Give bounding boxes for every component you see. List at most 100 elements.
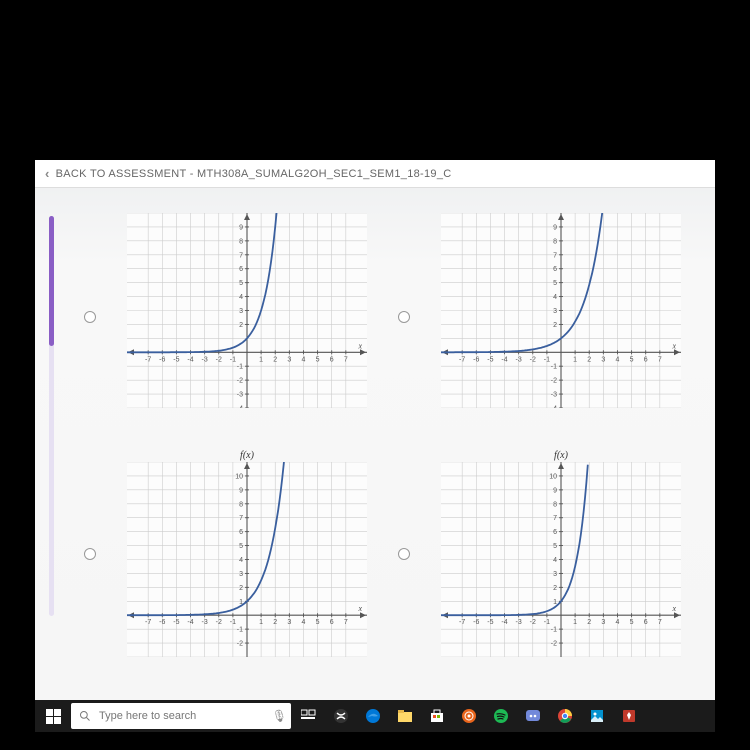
chrome-icon[interactable] xyxy=(551,702,579,730)
y-axis-label: f(x) xyxy=(240,450,254,461)
svg-text:1: 1 xyxy=(573,356,577,363)
graph-panel: -7-6-5-4-3-2-11234567-2-112345678910x xyxy=(127,462,367,657)
svg-text:-5: -5 xyxy=(173,619,179,626)
graph-svg: -7-6-5-4-3-2-11234567-4-3-2-123456789x xyxy=(441,213,681,408)
svg-text:-3: -3 xyxy=(202,356,208,363)
svg-text:-3: -3 xyxy=(516,356,522,363)
svg-text:7: 7 xyxy=(344,356,348,363)
answer-options-grid: -7 -6 -5 -4 -3 -2 -1 1 2 3 4 5 6 7 -4 -3 -2 -1 2 3 4 5 6 7 8 9 x -… xyxy=(35,213,715,657)
svg-text:-7: -7 xyxy=(459,356,465,363)
svg-text:2: 2 xyxy=(553,585,557,592)
svg-text:1: 1 xyxy=(259,619,263,626)
svg-text:-4: -4 xyxy=(187,356,193,363)
svg-text:2: 2 xyxy=(273,619,277,626)
photos-icon[interactable] xyxy=(583,702,611,730)
spotify-icon[interactable] xyxy=(487,702,515,730)
svg-text:-1: -1 xyxy=(230,619,236,626)
radio-option-a[interactable] xyxy=(84,311,96,323)
app-window: ‹ BACK TO ASSESSMENT - MTH308A_SUMALG2OH… xyxy=(35,160,715,700)
svg-text:-1: -1 xyxy=(551,364,557,371)
svg-text:x: x xyxy=(357,604,362,613)
svg-text:4: 4 xyxy=(239,557,243,564)
svg-text:5: 5 xyxy=(316,619,320,626)
svg-text:-4: -4 xyxy=(501,619,507,626)
svg-text:6: 6 xyxy=(330,619,334,626)
svg-text:3: 3 xyxy=(601,356,605,363)
svg-text:6: 6 xyxy=(239,266,243,273)
svg-text:-1: -1 xyxy=(237,364,243,371)
progress-fill xyxy=(49,216,54,346)
svg-text:-5: -5 xyxy=(487,619,493,626)
option-b-graph: -7-6-5-4-3-2-11234567-4-3-2-123456789x xyxy=(427,213,695,420)
svg-text:2: 2 xyxy=(239,585,243,592)
xbox-icon[interactable] xyxy=(327,702,355,730)
graph-panel: -7-6-5-4-3-2-11234567-4-3-2-123456789x xyxy=(127,213,367,408)
svg-text:5: 5 xyxy=(553,543,557,550)
svg-text:10: 10 xyxy=(235,473,243,480)
graph-svg: -7-6-5-4-3-2-11234567-2-112345678910x xyxy=(127,462,367,657)
svg-text:9: 9 xyxy=(553,224,557,231)
svg-text:3: 3 xyxy=(239,571,243,578)
store-icon[interactable] xyxy=(423,702,451,730)
svg-text:x: x xyxy=(357,341,362,350)
svg-text:7: 7 xyxy=(553,252,557,259)
svg-text:4: 4 xyxy=(553,294,557,301)
discord-icon[interactable] xyxy=(519,702,547,730)
groove-icon[interactable] xyxy=(455,702,483,730)
svg-text:-2: -2 xyxy=(216,356,222,363)
svg-text:7: 7 xyxy=(344,619,348,626)
svg-text:5: 5 xyxy=(553,280,557,287)
svg-text:9: 9 xyxy=(553,487,557,494)
svg-text:-5: -5 xyxy=(487,356,493,363)
windows-icon xyxy=(46,709,61,724)
svg-text:7: 7 xyxy=(658,619,662,626)
edge-icon[interactable] xyxy=(359,702,387,730)
solitaire-icon[interactable] xyxy=(615,702,643,730)
svg-text:3: 3 xyxy=(553,308,557,315)
svg-text:-3: -3 xyxy=(202,619,208,626)
svg-text:x: x xyxy=(671,341,676,350)
svg-text:8: 8 xyxy=(553,501,557,508)
svg-text:2: 2 xyxy=(587,356,591,363)
svg-text:-2: -2 xyxy=(530,356,536,363)
svg-text:5: 5 xyxy=(316,356,320,363)
svg-text:-2: -2 xyxy=(237,641,243,648)
svg-text:-7: -7 xyxy=(459,619,465,626)
svg-text:-6: -6 xyxy=(159,619,165,626)
radio-option-d[interactable] xyxy=(398,548,410,560)
svg-text:-6: -6 xyxy=(473,356,479,363)
radio-option-c[interactable] xyxy=(84,548,96,560)
svg-text:-6: -6 xyxy=(473,619,479,626)
svg-text:4: 4 xyxy=(616,619,620,626)
svg-text:-1: -1 xyxy=(544,619,550,626)
mic-icon: 🎙 xyxy=(272,709,287,723)
svg-text:-2: -2 xyxy=(551,378,557,385)
taskbar-search[interactable]: Type here to search 🎙 xyxy=(71,703,291,729)
svg-text:8: 8 xyxy=(553,238,557,245)
svg-text:5: 5 xyxy=(630,619,634,626)
breadcrumb-bar[interactable]: ‹ BACK TO ASSESSMENT - MTH308A_SUMALG2OH… xyxy=(35,160,715,188)
option-c-graph: f(x) -7-6-5-4-3-2-11234567-2-11234567891… xyxy=(113,450,381,657)
svg-text:1: 1 xyxy=(573,619,577,626)
svg-text:5: 5 xyxy=(239,543,243,550)
svg-text:4: 4 xyxy=(302,619,306,626)
radio-option-b[interactable] xyxy=(398,311,410,323)
svg-text:-1: -1 xyxy=(551,627,557,634)
svg-text:-2: -2 xyxy=(216,619,222,626)
task-view-icon[interactable] xyxy=(295,702,323,730)
graph-panel: -7-6-5-4-3-2-11234567-2-112345678910x xyxy=(441,462,681,657)
svg-text:3: 3 xyxy=(239,308,243,315)
svg-text:6: 6 xyxy=(553,266,557,273)
svg-text:-5: -5 xyxy=(173,356,179,363)
svg-text:8: 8 xyxy=(239,501,243,508)
start-button[interactable] xyxy=(39,702,67,730)
file-explorer-icon[interactable] xyxy=(391,702,419,730)
y-axis-label: f(x) xyxy=(554,450,568,461)
svg-text:-4: -4 xyxy=(501,356,507,363)
graph-panel: -7-6-5-4-3-2-11234567-4-3-2-123456789x xyxy=(441,213,681,408)
svg-text:-2: -2 xyxy=(530,619,536,626)
svg-text:9: 9 xyxy=(239,487,243,494)
svg-text:-3: -3 xyxy=(516,619,522,626)
graph-svg: -7-6-5-4-3-2-11234567-4-3-2-123456789x xyxy=(127,213,367,408)
taskbar: Type here to search 🎙 xyxy=(35,700,715,732)
